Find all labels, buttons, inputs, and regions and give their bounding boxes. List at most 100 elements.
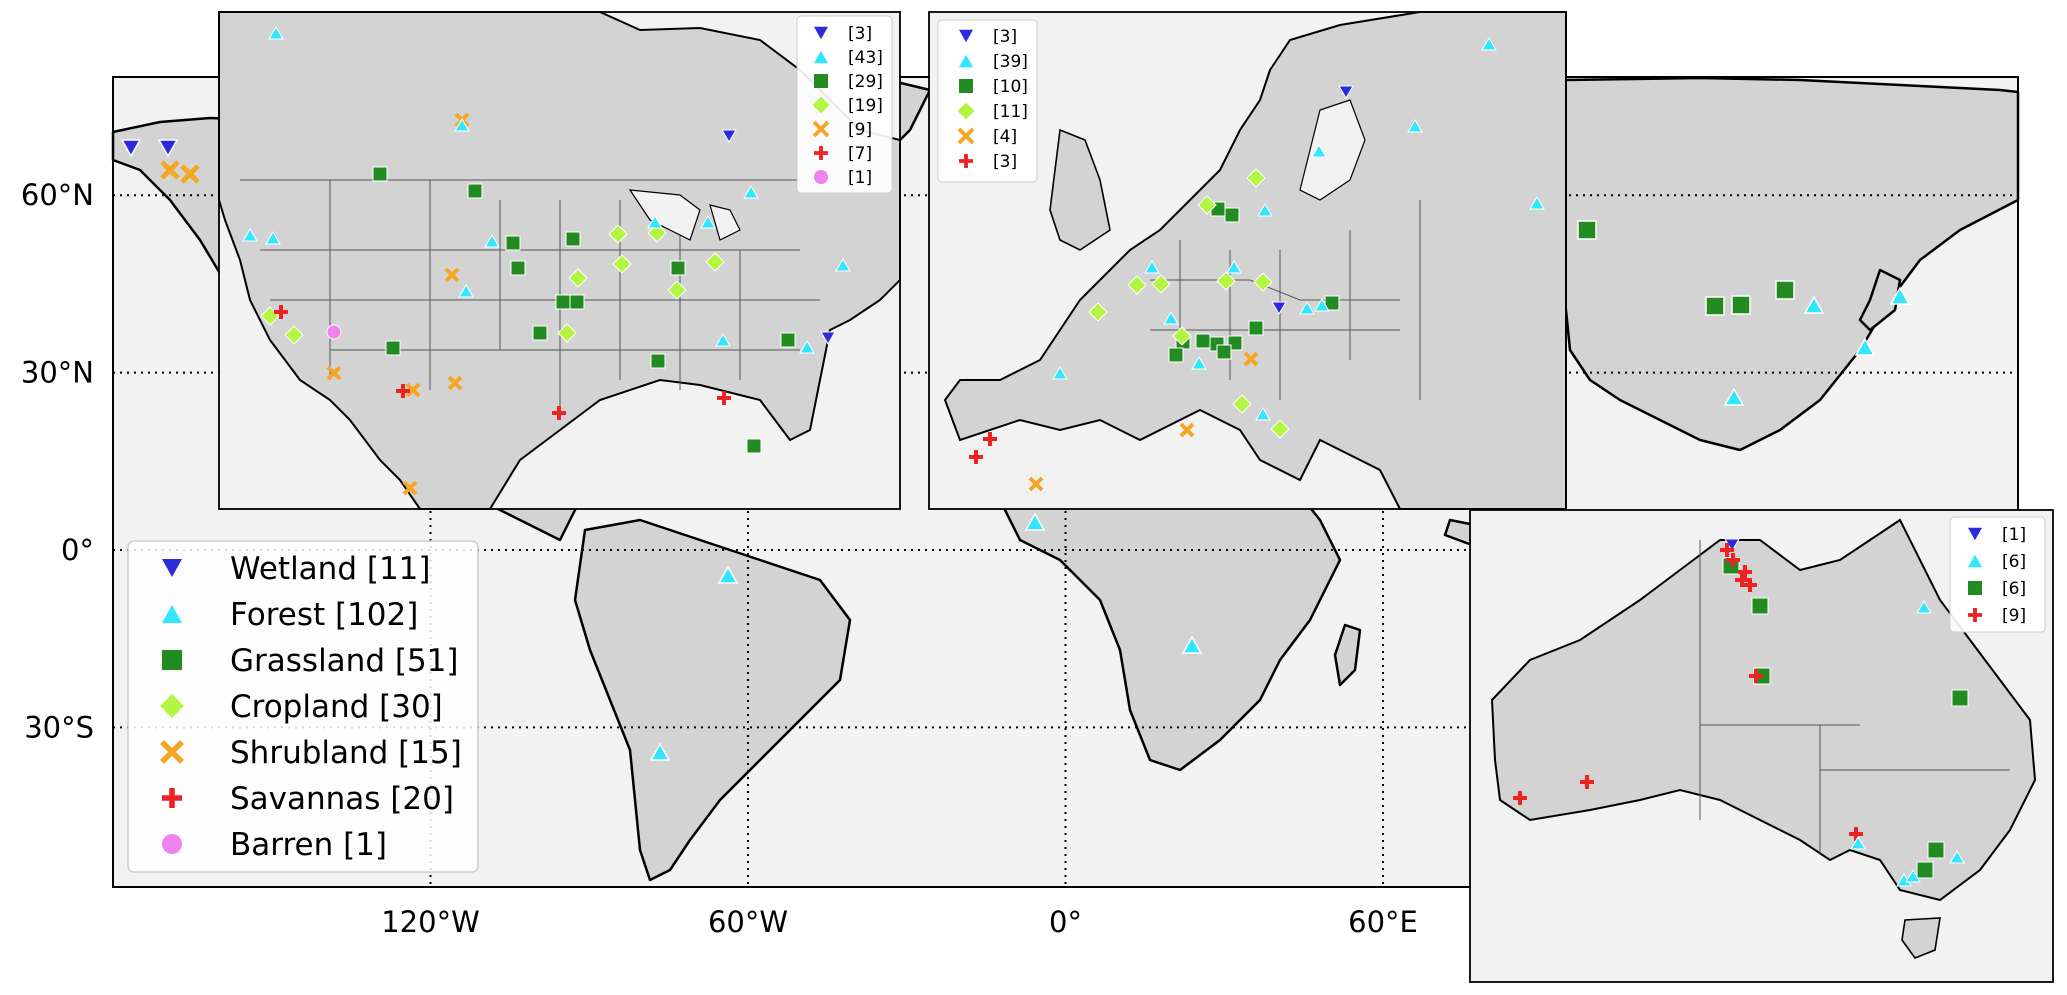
forest-marker: [1311, 144, 1327, 158]
grassland-marker: [780, 332, 796, 348]
forest-marker: [265, 231, 281, 245]
au-markers: [1513, 538, 1969, 887]
madagascar-land: [1333, 623, 1362, 687]
savannas-legend-marker: [959, 154, 973, 168]
grassland-legend-marker: [1968, 581, 1982, 595]
savannas-marker: [274, 305, 288, 319]
forest-marker: [1723, 387, 1745, 406]
barren-legend-marker: [162, 834, 182, 854]
grassland-marker: [372, 166, 388, 182]
south-america-land: [573, 518, 852, 882]
europe-inset: [3] [39] [10] [11] [4] [3]: [928, 11, 1567, 510]
forest-marker: [1314, 298, 1330, 312]
grassland-legend-marker: [162, 650, 182, 670]
shrubland-marker: [1179, 422, 1195, 438]
japan-land: [1858, 268, 1902, 332]
cropland-marker: [667, 280, 687, 300]
cropland-marker: [284, 325, 304, 345]
forest-marker: [1481, 37, 1497, 51]
forest-marker: [242, 228, 258, 242]
savannas-marker: [1580, 775, 1594, 789]
wetland-legend-marker: [162, 559, 182, 577]
shrubland-count-label: [4]: [993, 127, 1017, 147]
shrubland-marker: [1028, 476, 1044, 492]
eu-legend: [3] [39] [10] [11] [4] [3]: [937, 19, 1038, 183]
na-frame: [218, 11, 901, 510]
forest-marker: [1850, 836, 1866, 850]
forest-marker: [454, 118, 470, 132]
grassland-marker: [569, 294, 585, 310]
forest-marker: [1299, 301, 1315, 315]
shrubland-marker: [447, 375, 463, 391]
grassland-marker: [565, 231, 581, 247]
savannas-marker: [717, 391, 731, 405]
forest-marker: [1889, 286, 1911, 305]
savannas-marker: [1738, 565, 1752, 579]
latitude-labels: 60°N 30°N 0° 30°S: [21, 178, 94, 744]
forest-marker: [1949, 850, 1965, 864]
grassland-marker: [510, 260, 526, 276]
shrubland-legend-label: Shrubland [15]: [230, 735, 462, 771]
tasmania-land: [1901, 917, 1941, 959]
cropland-marker: [608, 224, 628, 244]
shrubland-marker: [326, 365, 342, 381]
grassland-legend-label: Grassland [51]: [230, 643, 459, 679]
savannas-marker: [969, 450, 983, 464]
savannas-count-label: [9]: [2002, 606, 2026, 626]
forest-marker: [1181, 635, 1203, 654]
grassland-marker: [1248, 320, 1264, 336]
lon-tick-label: 60°E: [1348, 905, 1418, 939]
savannas-marker: [1743, 578, 1757, 592]
forest-marker: [799, 340, 815, 354]
grassland-marker: [1951, 689, 1969, 707]
cropland-legend-label: Cropland [30]: [230, 689, 443, 725]
eu-frame: [928, 11, 1567, 510]
shrubland-legend-marker: [957, 127, 975, 145]
grassland-marker: [650, 353, 666, 369]
cropland-legend-marker: [812, 96, 830, 114]
wetland-marker: [157, 139, 179, 158]
forest-marker: [717, 565, 739, 584]
forest-legend-marker: [162, 605, 182, 623]
wetland-legend-marker: [959, 29, 973, 43]
savannas-marker: [552, 406, 566, 420]
au-legend-box: [1949, 516, 2046, 633]
shrubland-marker: [1243, 351, 1259, 367]
au-land: [1490, 518, 2037, 902]
savannas-marker: [1749, 669, 1763, 683]
wetland-marker: [721, 129, 737, 143]
forest-marker: [1529, 196, 1545, 210]
barren-count-label: [1]: [848, 168, 872, 188]
grassland-marker: [1168, 347, 1184, 363]
grassland-marker: [1224, 207, 1240, 223]
wetland-count-label: [3]: [848, 24, 872, 44]
grassland-marker: [385, 340, 401, 356]
na-legend: [3] [43] [29] [19] [9] [7] [1]: [796, 15, 893, 194]
shrubland-marker: [402, 480, 418, 496]
shrubland-legend-marker: [160, 740, 184, 764]
forest-legend-marker: [1968, 554, 1982, 568]
cropland-marker: [1246, 168, 1266, 188]
cropland-marker: [557, 323, 577, 343]
au-frame: [1469, 509, 2054, 983]
barren-marker: [326, 324, 342, 340]
lon-tick-label: 0°: [1049, 905, 1082, 939]
savannas-marker: [1726, 553, 1740, 567]
lat-tick-label: 60°N: [21, 178, 94, 212]
cropland-legend-marker: [160, 694, 184, 718]
lat-tick-label: 30°N: [21, 356, 94, 390]
wetland-legend-label: Wetland [11]: [230, 551, 431, 587]
forest-marker: [1052, 366, 1068, 380]
au-borders: [1699, 540, 2010, 855]
forest-marker: [268, 26, 284, 40]
forest-marker: [1407, 119, 1423, 133]
savannas-legend-marker: [1968, 608, 1982, 622]
savannas-legend-label: Savannas [20]: [230, 781, 454, 817]
forest-marker: [1905, 869, 1921, 883]
savannas-marker: [1720, 543, 1734, 557]
grassland-marker: [746, 438, 762, 454]
cropland-marker: [1127, 275, 1147, 295]
forest-count-label: [43]: [848, 48, 883, 68]
